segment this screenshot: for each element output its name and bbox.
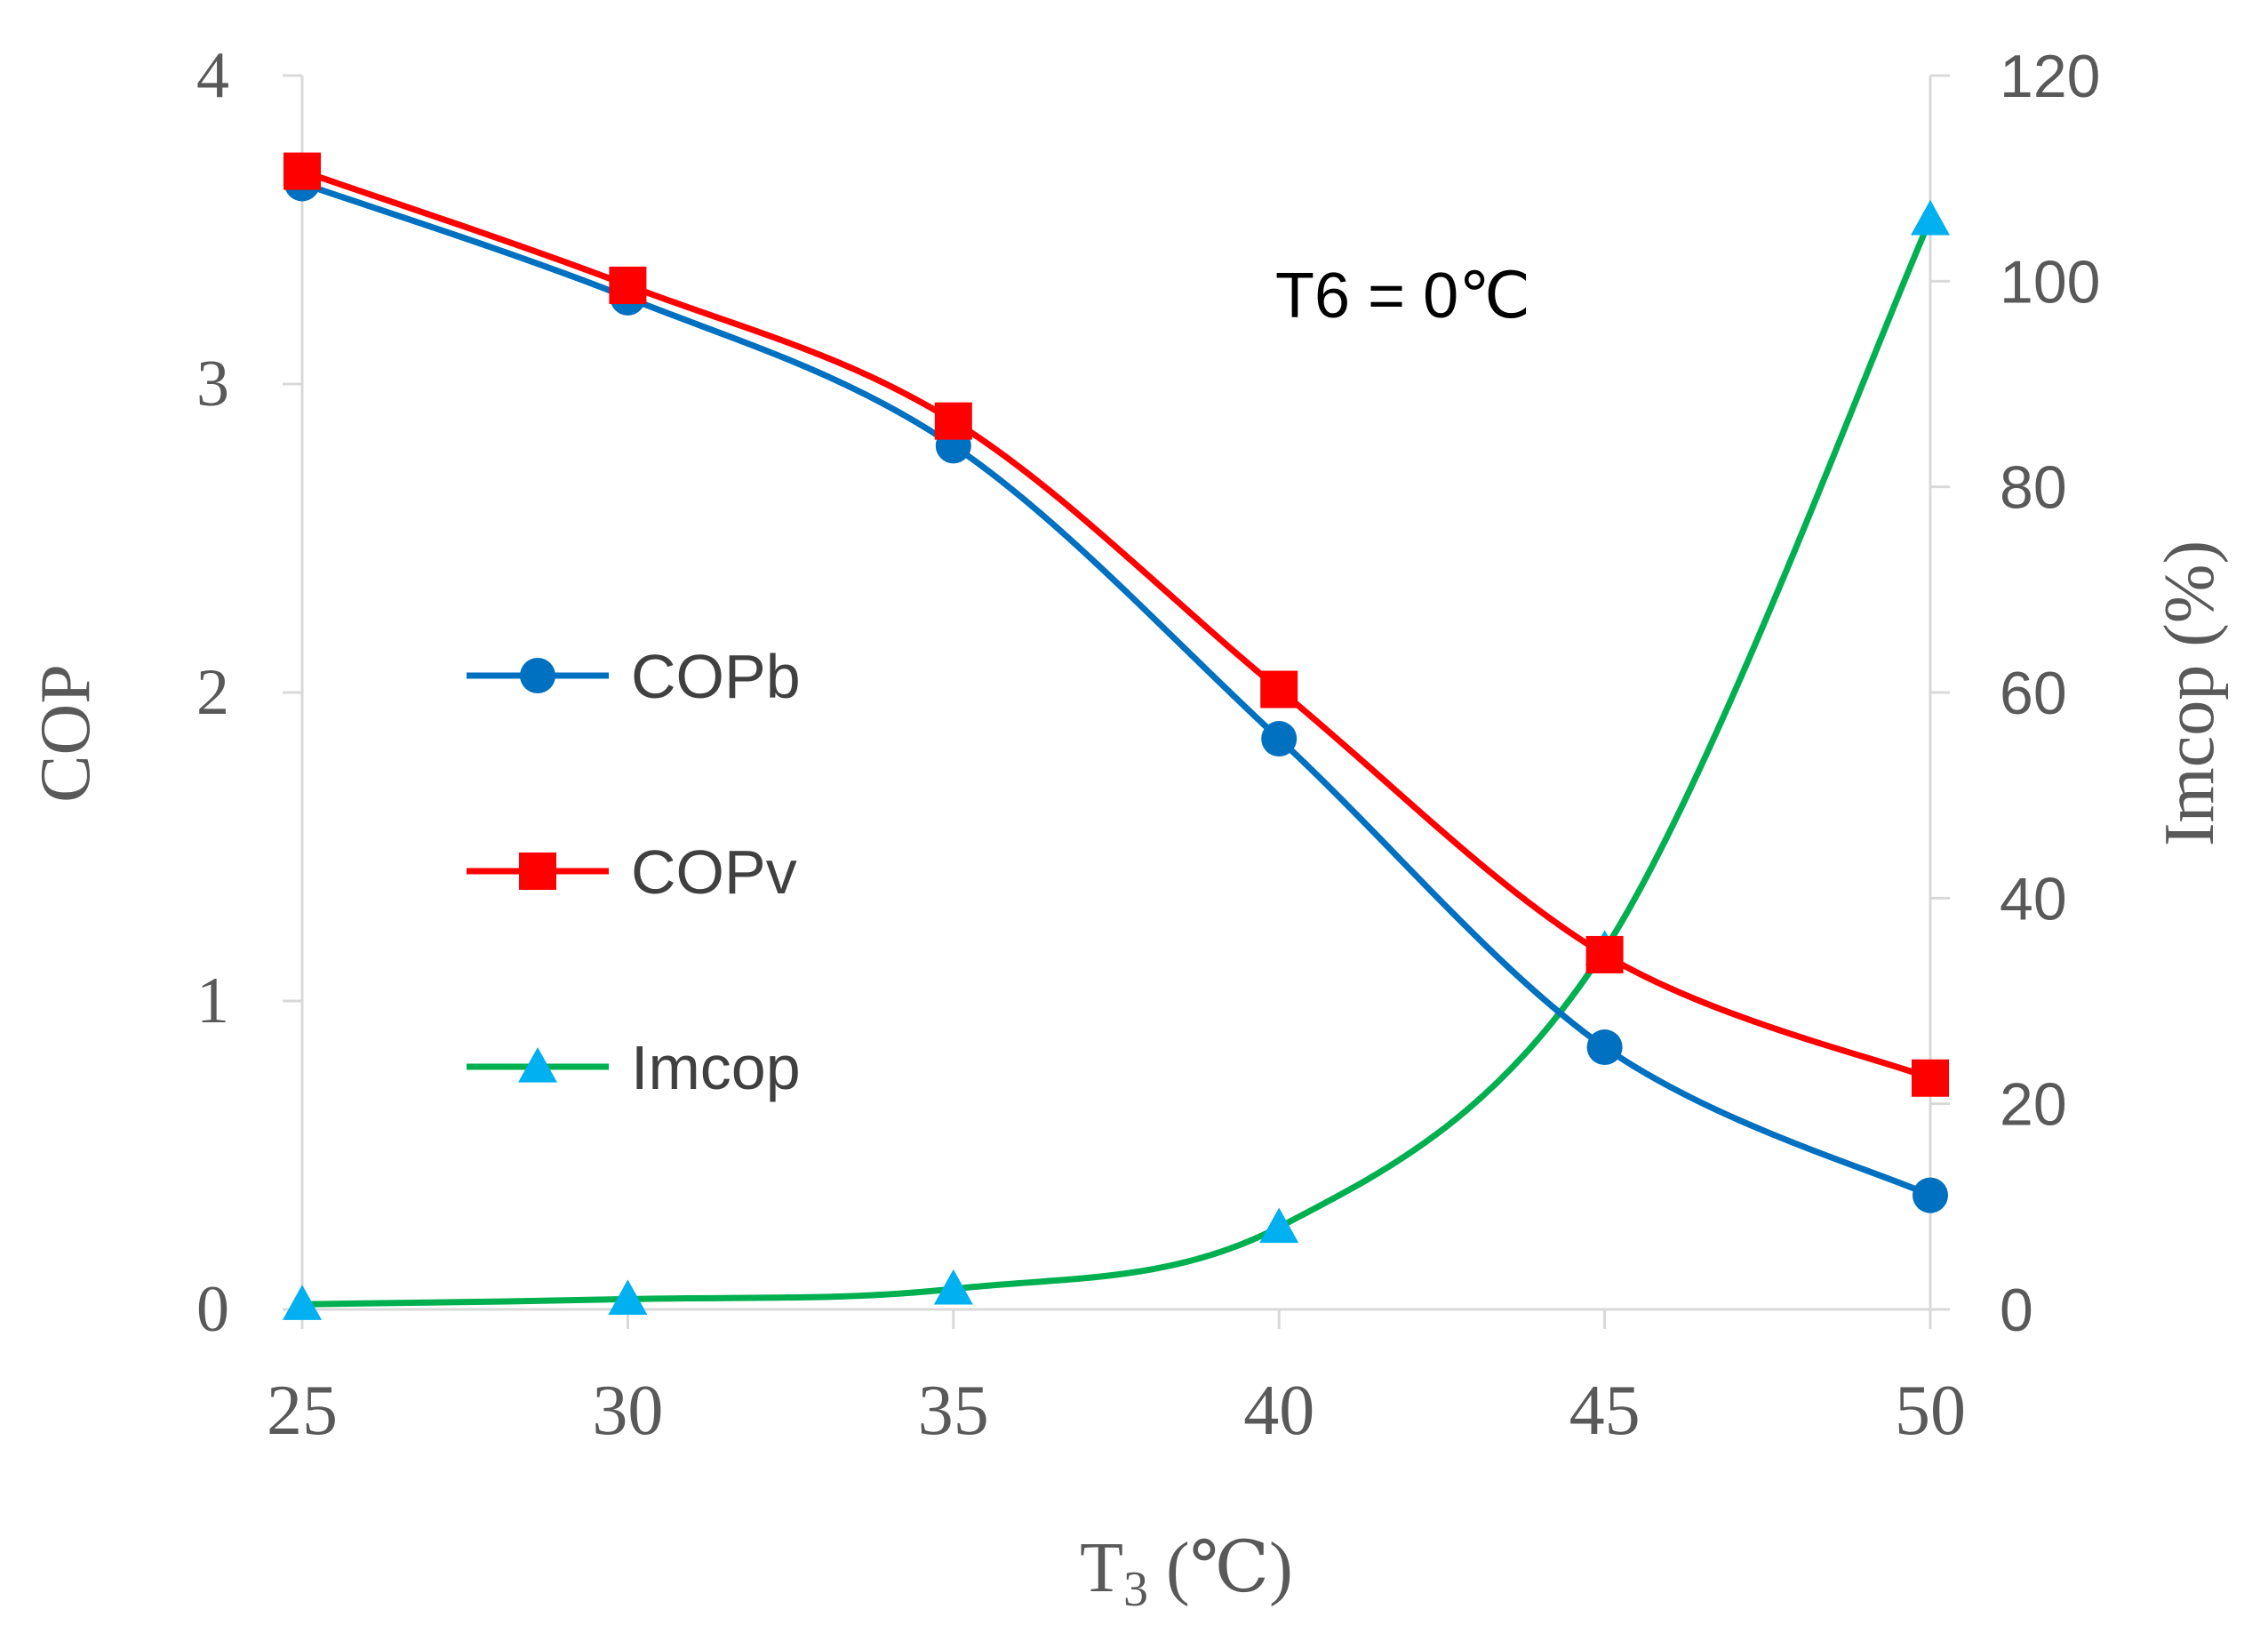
x-tick-label: 30: [592, 1372, 663, 1450]
y2-tick-label: 60: [2000, 660, 2067, 727]
legend-label-copb: COPb: [631, 642, 801, 711]
x-tick-label: 25: [267, 1372, 338, 1450]
x-axis-label: T3 (℃): [1080, 1529, 1293, 1617]
legend: COPb COPv Imcop: [467, 642, 801, 1102]
legend-marker-copv: [519, 853, 556, 890]
series-line-copv: [300, 168, 1932, 1082]
y2-tick-label: 100: [2000, 248, 2100, 316]
series-line-copb: [300, 180, 1932, 1198]
data-point-imcop: [933, 1269, 973, 1305]
y-axis-label: COP: [27, 664, 105, 803]
y-tick-label: 3: [196, 348, 229, 420]
data-point-copv: [1585, 935, 1624, 973]
y2-tick-label: 120: [2000, 43, 2100, 110]
legend-marker-copb: [520, 658, 555, 693]
data-point-imcop: [1259, 1207, 1299, 1244]
y2-axis-label: Imcop (%): [2151, 540, 2229, 846]
legend-label-imcop: Imcop: [631, 1033, 801, 1102]
legend-marker-imcop: [518, 1047, 557, 1083]
y-tick-label: 4: [196, 39, 229, 112]
legend-label-copv: COPv: [631, 837, 797, 907]
data-point-copv: [609, 266, 647, 304]
data-point-copv: [1260, 670, 1298, 708]
y2-tick-label: 40: [2000, 865, 2067, 933]
y-tick-label: 2: [196, 656, 229, 729]
y2-tick-label: 20: [2000, 1071, 2067, 1139]
data-point-imcop: [608, 1279, 648, 1316]
annotation-text: T6 = 0℃: [1275, 260, 1530, 332]
data-point-copb: [1261, 721, 1298, 757]
data-point-copv: [934, 402, 972, 440]
data-point-imcop: [1911, 199, 1950, 236]
x-tick-label: 40: [1243, 1372, 1314, 1450]
y2-tick-label: 0: [2000, 1277, 2033, 1344]
y2-tick-label: 80: [2000, 454, 2067, 522]
data-point-copv: [284, 152, 321, 190]
x-tick-label: 50: [1895, 1372, 1966, 1450]
data-point-imcop: [283, 1285, 322, 1320]
data-point-copv: [1912, 1059, 1949, 1097]
x-tick-label: 35: [918, 1372, 989, 1450]
y-tick-label: 1: [196, 965, 229, 1037]
data-point-copb: [1586, 1029, 1623, 1066]
data-point-copb: [1913, 1177, 1948, 1213]
series-line-imcop: [301, 218, 1934, 1308]
series-markers: [283, 152, 1950, 1320]
y-tick-label: 0: [196, 1273, 229, 1346]
x-tick-label: 45: [1569, 1372, 1641, 1450]
series-lines: [300, 168, 1934, 1308]
